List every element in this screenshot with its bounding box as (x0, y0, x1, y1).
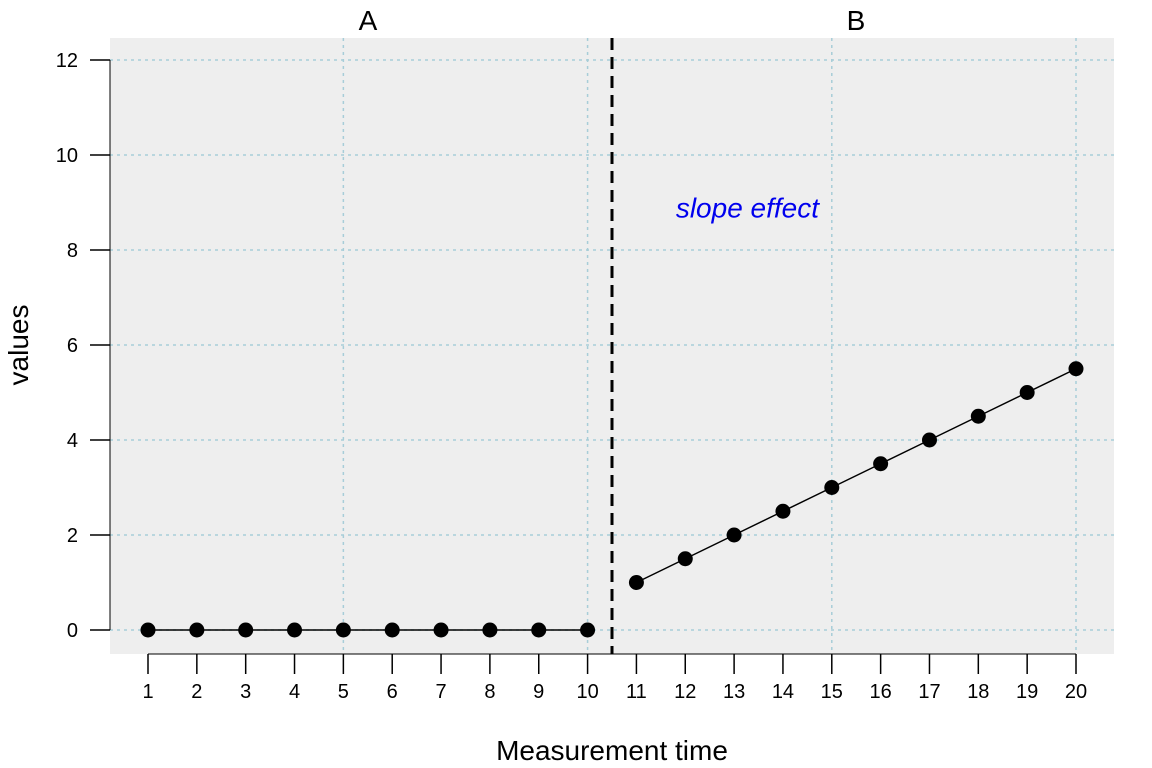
data-point (580, 622, 596, 638)
data-point (628, 575, 644, 590)
data-point (1068, 361, 1084, 377)
data-point (433, 622, 449, 638)
data-point (726, 527, 742, 543)
x-tick-label: 4 (289, 681, 300, 703)
data-point (531, 622, 547, 638)
phase-label-b: B (847, 5, 866, 36)
data-point (1019, 385, 1035, 400)
x-tick-label: 1 (142, 681, 153, 703)
data-point (335, 622, 351, 638)
y-tick-label: 2 (67, 525, 78, 547)
data-point (970, 408, 986, 424)
data-point (238, 622, 254, 638)
x-tick-label: 2 (191, 681, 202, 703)
x-tick-label: 7 (435, 681, 446, 703)
data-point (873, 456, 889, 472)
y-tick-label: 0 (67, 620, 78, 642)
data-point (384, 622, 400, 638)
x-tick-label: 13 (723, 681, 745, 703)
series (140, 361, 1084, 638)
annotation-slope-effect: slope effect (676, 192, 820, 223)
phase-label-a: A (359, 5, 378, 36)
x-axis: 1 2 3 4 5 6 7 8 9 10 11 12 13 14 15 16 17 18 19 20 (142, 653, 1087, 703)
x-tick-label: 16 (870, 681, 892, 703)
y-axis-title: values (3, 305, 34, 386)
y-tick-label: 6 (67, 335, 78, 357)
data-point (287, 622, 303, 638)
x-tick-label: 20 (1065, 681, 1087, 703)
y-tick-label: 10 (56, 145, 78, 167)
x-tick-label: 11 (626, 681, 647, 703)
x-tick-label: 12 (674, 681, 696, 703)
x-tick-label: 10 (576, 681, 598, 703)
data-point (921, 432, 937, 448)
x-tick-label: 8 (484, 681, 495, 703)
data-point (140, 622, 156, 638)
x-tick-label: 15 (821, 681, 843, 703)
x-tick-label: 17 (918, 681, 940, 703)
data-point (677, 551, 693, 567)
y-tick-label: 4 (67, 430, 78, 452)
x-tick-label: 6 (387, 681, 398, 703)
y-axis: 0 2 4 6 8 10 12 (56, 50, 111, 642)
x-tick-label: 14 (772, 681, 794, 703)
y-tick-label: 12 (56, 50, 78, 72)
series-line-b (636, 368, 1077, 584)
x-tick-label: 19 (1016, 681, 1038, 703)
x-tick-label: 18 (967, 681, 989, 703)
data-point (775, 503, 791, 519)
x-tick-label: 5 (338, 681, 349, 703)
y-tick-label: 8 (67, 240, 78, 262)
data-point (824, 480, 840, 495)
x-tick-label: 9 (533, 681, 544, 703)
x-tick-label: 3 (240, 681, 251, 703)
grid-lines (110, 38, 1114, 654)
x-axis-title: Measurement time (496, 735, 728, 766)
data-point (482, 622, 498, 638)
data-point (189, 622, 205, 638)
